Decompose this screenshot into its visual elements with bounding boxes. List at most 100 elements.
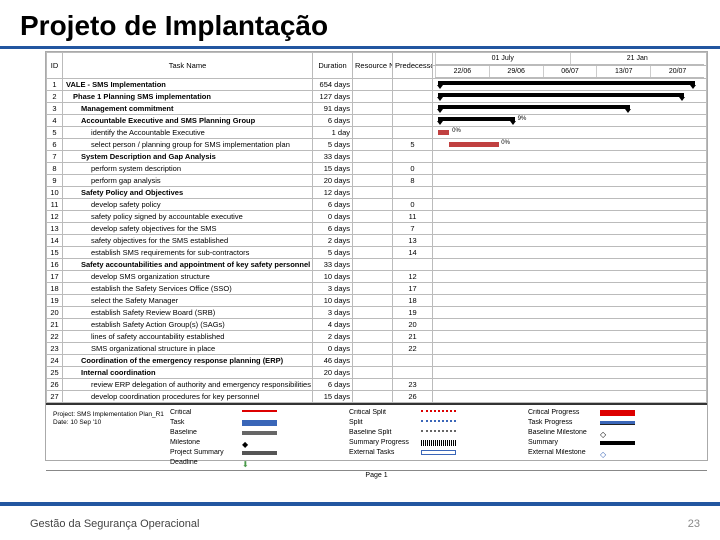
cell-pred: 22 <box>393 343 433 355</box>
legend-label: Baseline <box>170 429 238 436</box>
cell-timeline <box>433 223 707 235</box>
legend-label: Summary Progress <box>349 439 417 446</box>
cell-timeline <box>433 343 707 355</box>
cell-id: 12 <box>47 211 63 223</box>
cell-timeline <box>433 247 707 259</box>
cell-dur: 91 days <box>313 103 353 115</box>
cell-id: 4 <box>47 115 63 127</box>
cell-id: 2 <box>47 91 63 103</box>
cell-dur: 3 days <box>313 307 353 319</box>
legend-swatch <box>242 440 277 445</box>
legend-label: Deadline <box>170 459 238 466</box>
table-row: 7System Description and Gap Analysis33 d… <box>47 151 707 163</box>
cell-pred: 0 <box>393 199 433 211</box>
cell-id: 16 <box>47 259 63 271</box>
cell-name: develop safety policy <box>63 199 313 211</box>
table-row: 17develop SMS organization structure10 d… <box>47 271 707 283</box>
cell-pred: 26 <box>393 391 433 403</box>
timeline-subheader: 22/0629/0606/0713/0720/07 <box>433 66 707 79</box>
table-row: 24Coordination of the emergency response… <box>47 355 707 367</box>
cell-timeline <box>433 103 707 115</box>
table-row: 26review ERP delegation of authority and… <box>47 379 707 391</box>
cell-res <box>353 175 393 187</box>
cell-dur: 46 days <box>313 355 353 367</box>
cell-res <box>353 151 393 163</box>
legend-swatch <box>242 431 277 435</box>
cell-dur: 2 days <box>313 235 353 247</box>
legend-label: Critical Progress <box>528 409 596 416</box>
gantt-chart: ID Task Name Duration Resource Names Pre… <box>45 51 708 461</box>
cell-timeline <box>433 307 707 319</box>
cell-timeline <box>433 151 707 163</box>
cell-timeline <box>433 175 707 187</box>
legend-swatch <box>600 410 635 416</box>
cell-name: Management commitment <box>63 103 313 115</box>
cell-res <box>353 115 393 127</box>
cell-pred: 12 <box>393 271 433 283</box>
col-dur: Duration <box>313 53 353 79</box>
cell-dur: 20 days <box>313 175 353 187</box>
cell-name: Accountable Executive and SMS Planning G… <box>63 115 313 127</box>
cell-dur: 12 days <box>313 187 353 199</box>
cell-timeline <box>433 271 707 283</box>
cell-pred <box>393 79 433 91</box>
cell-res <box>353 247 393 259</box>
cell-name: review ERP delegation of authority and e… <box>63 379 313 391</box>
legend-swatch <box>600 421 635 425</box>
cell-id: 18 <box>47 283 63 295</box>
cell-name: Safety accountabilities and appointment … <box>63 259 313 271</box>
cell-id: 20 <box>47 307 63 319</box>
page-label: Page 1 <box>46 470 707 480</box>
cell-res <box>353 211 393 223</box>
timeline-header: 01 July21 Jan <box>433 53 707 66</box>
cell-id: 23 <box>47 343 63 355</box>
cell-res <box>353 331 393 343</box>
cell-timeline <box>433 199 707 211</box>
cell-timeline <box>433 187 707 199</box>
legend-item: Summary Progress <box>349 438 524 447</box>
gantt-bar <box>438 117 514 121</box>
footer-page-num: 23 <box>688 518 700 530</box>
cell-id: 3 <box>47 103 63 115</box>
cell-res <box>353 283 393 295</box>
cell-name: safety policy signed by accountable exec… <box>63 211 313 223</box>
cell-dur: 10 days <box>313 295 353 307</box>
timeline-week: 13/07 <box>596 66 650 77</box>
table-row: 6select person / planning group for SMS … <box>47 139 707 151</box>
cell-timeline <box>433 235 707 247</box>
meta-line1: Project: SMS Implementation Plan_R1 <box>53 411 167 419</box>
cell-pred <box>393 127 433 139</box>
cell-id: 24 <box>47 355 63 367</box>
timeline-period: 01 July <box>435 53 570 64</box>
cell-res <box>353 187 393 199</box>
cell-res <box>353 235 393 247</box>
cell-dur: 5 days <box>313 139 353 151</box>
cell-timeline <box>433 379 707 391</box>
table-row: 15establish SMS requirements for sub-con… <box>47 247 707 259</box>
cell-timeline <box>433 163 707 175</box>
cell-pred <box>393 103 433 115</box>
cell-name: develop SMS organization structure <box>63 271 313 283</box>
legend-item: Baseline Milestone <box>528 428 703 437</box>
cell-id: 1 <box>47 79 63 91</box>
cell-name: Coordination of the emergency response p… <box>63 355 313 367</box>
cell-name: develop safety objectives for the SMS <box>63 223 313 235</box>
col-pred: Predecessors <box>393 53 433 79</box>
cell-name: perform system description <box>63 163 313 175</box>
legend-item: Baseline Split <box>349 428 524 437</box>
cell-dur: 3 days <box>313 283 353 295</box>
legend-item: Critical <box>170 408 345 417</box>
cell-pred: 14 <box>393 247 433 259</box>
legend-label: External Milestone <box>528 449 596 456</box>
cell-name: develop coordination procedures for key … <box>63 391 313 403</box>
table-row: 23SMS organizational structure in place0… <box>47 343 707 355</box>
legend-item: Milestone <box>170 438 345 447</box>
cell-pred: 11 <box>393 211 433 223</box>
legend-label: Baseline Split <box>349 429 417 436</box>
cell-timeline <box>433 259 707 271</box>
gantt-bar <box>438 130 449 135</box>
pct-label: 0% <box>452 127 461 138</box>
timeline-week: 06/07 <box>543 66 597 77</box>
cell-id: 19 <box>47 295 63 307</box>
gantt-bar <box>438 105 629 109</box>
